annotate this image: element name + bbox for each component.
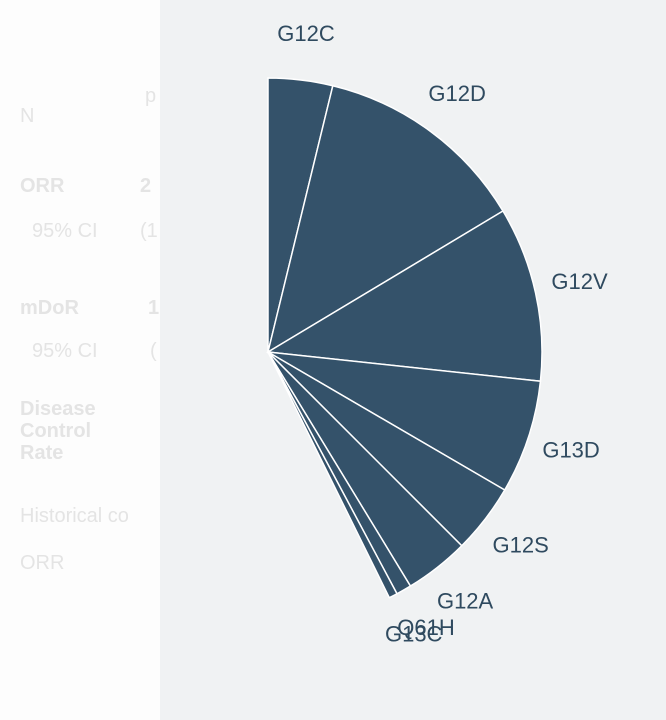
table-cell: Historical co [20, 505, 129, 527]
pie-slice [267, 351, 398, 599]
pie-slice [266, 84, 504, 354]
table-cell: 1 [148, 297, 160, 319]
table-cell: mDoR [20, 297, 79, 319]
slice-label: G13C [385, 622, 443, 647]
table-cell: (1 [140, 220, 158, 242]
table-cell: ( [150, 340, 157, 362]
table-cell: ORR [20, 552, 65, 574]
slice-label: G12D [428, 81, 485, 106]
slice-label: Q61H [397, 615, 454, 640]
slice-label: G12A [437, 589, 494, 614]
table-cell: 2 [140, 175, 152, 197]
slice-label: G13D [542, 437, 599, 462]
pie-slice [265, 210, 543, 383]
table-cell: Disease Control Rate [20, 398, 96, 464]
slice-label: G12V [551, 269, 608, 294]
table-cell: p [145, 85, 157, 107]
table-cell: ORR [20, 175, 65, 197]
table-cell: 95% CI [32, 340, 98, 362]
slice-label: G12C [277, 21, 335, 46]
table-cell: N [20, 105, 35, 127]
pie-slice [267, 351, 542, 492]
table-cell: 95% CI [32, 220, 98, 242]
slice-label: G12S [493, 533, 549, 558]
